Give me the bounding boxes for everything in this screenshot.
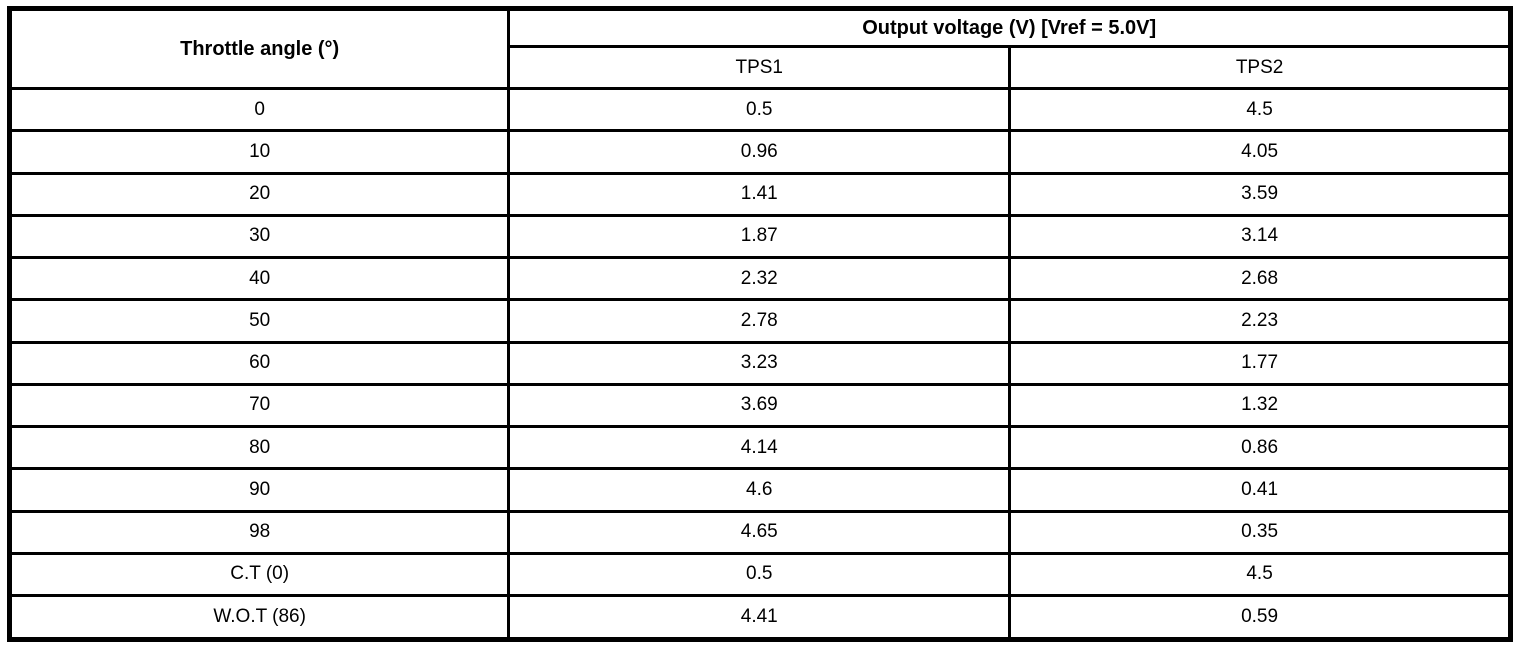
table-row: 60 3.23 1.77 bbox=[7, 340, 1512, 386]
header-row-sub: TPS1 TPS2 bbox=[10, 45, 1512, 90]
header-output-voltage: Output voltage (V) [Vref = 5.0V] bbox=[507, 7, 1512, 48]
cell-tps1: 1.41 bbox=[507, 171, 1012, 217]
cell-tps1: 4.65 bbox=[507, 509, 1012, 555]
table-row: 0 0.5 4.5 bbox=[7, 86, 1512, 133]
table-row: 80 4.14 0.86 bbox=[7, 424, 1512, 471]
cell-angle: C.T (0) bbox=[7, 551, 511, 598]
cell-tps2: 1.77 bbox=[1008, 340, 1512, 386]
cell-angle: 80 bbox=[7, 424, 511, 471]
table-row: 98 4.65 0.35 bbox=[7, 509, 1512, 555]
header-tps1: TPS1 bbox=[507, 45, 1012, 90]
cell-tps2: 4.5 bbox=[1008, 551, 1512, 598]
table-row: 70 3.69 1.32 bbox=[7, 382, 1512, 429]
cell-tps1: 1.87 bbox=[507, 213, 1012, 260]
throttle-sensor-voltage-table: Throttle angle (°) Output voltage (V) [V… bbox=[7, 6, 1513, 642]
table-row: 20 1.41 3.59 bbox=[7, 171, 1512, 217]
cell-angle: 98 bbox=[7, 509, 511, 555]
cell-tps2: 2.23 bbox=[1008, 298, 1512, 344]
cell-angle: 30 bbox=[7, 213, 511, 260]
cell-tps2: 0.59 bbox=[1008, 594, 1512, 641]
cell-tps2: 3.59 bbox=[1008, 171, 1512, 217]
table-row: 30 1.87 3.14 bbox=[7, 213, 1512, 260]
cell-tps2: 1.32 bbox=[1008, 382, 1512, 429]
cell-angle: W.O.T (86) bbox=[7, 594, 511, 641]
cell-angle: 70 bbox=[7, 382, 511, 429]
table-body: 0 0.5 4.5 10 0.96 4.05 20 1.41 3.59 30 1… bbox=[7, 86, 1512, 641]
table-row: 40 2.32 2.68 bbox=[7, 255, 1512, 302]
table-row: 50 2.78 2.23 bbox=[7, 298, 1512, 344]
cell-angle: 10 bbox=[7, 129, 511, 175]
table-row: W.O.T (86) 4.41 0.59 bbox=[7, 594, 1512, 641]
table-row: C.T (0) 0.5 4.5 bbox=[7, 551, 1512, 598]
cell-angle: 40 bbox=[7, 255, 511, 302]
cell-tps2: 0.41 bbox=[1008, 467, 1512, 513]
header-row-top: Throttle angle (°) Output voltage (V) [V… bbox=[7, 7, 1512, 90]
cell-tps1: 4.6 bbox=[507, 467, 1012, 513]
cell-tps2: 4.5 bbox=[1008, 86, 1512, 133]
cell-tps1: 4.41 bbox=[507, 594, 1012, 641]
cell-tps1: 0.96 bbox=[507, 129, 1012, 175]
cell-tps1: 4.14 bbox=[507, 424, 1012, 471]
cell-angle: 0 bbox=[7, 86, 511, 133]
table-row: 90 4.6 0.41 bbox=[7, 467, 1512, 513]
cell-tps2: 0.35 bbox=[1008, 509, 1512, 555]
cell-tps1: 0.5 bbox=[507, 86, 1012, 133]
cell-angle: 90 bbox=[7, 467, 511, 513]
cell-tps1: 2.32 bbox=[507, 255, 1012, 302]
cell-tps1: 0.5 bbox=[507, 551, 1012, 598]
cell-tps1: 2.78 bbox=[507, 298, 1012, 344]
table-header: Throttle angle (°) Output voltage (V) [V… bbox=[7, 7, 1512, 90]
cell-tps2: 0.86 bbox=[1008, 424, 1512, 471]
cell-tps2: 4.05 bbox=[1008, 129, 1512, 175]
cell-angle: 20 bbox=[7, 171, 511, 217]
cell-tps1: 3.69 bbox=[507, 382, 1012, 429]
cell-angle: 60 bbox=[7, 340, 511, 386]
cell-tps2: 2.68 bbox=[1008, 255, 1512, 302]
cell-tps2: 3.14 bbox=[1008, 213, 1512, 260]
table-row: 10 0.96 4.05 bbox=[7, 129, 1512, 175]
cell-angle: 50 bbox=[7, 298, 511, 344]
cell-tps1: 3.23 bbox=[507, 340, 1012, 386]
header-tps2: TPS2 bbox=[1008, 45, 1512, 90]
header-throttle-angle: Throttle angle (°) bbox=[7, 7, 511, 90]
